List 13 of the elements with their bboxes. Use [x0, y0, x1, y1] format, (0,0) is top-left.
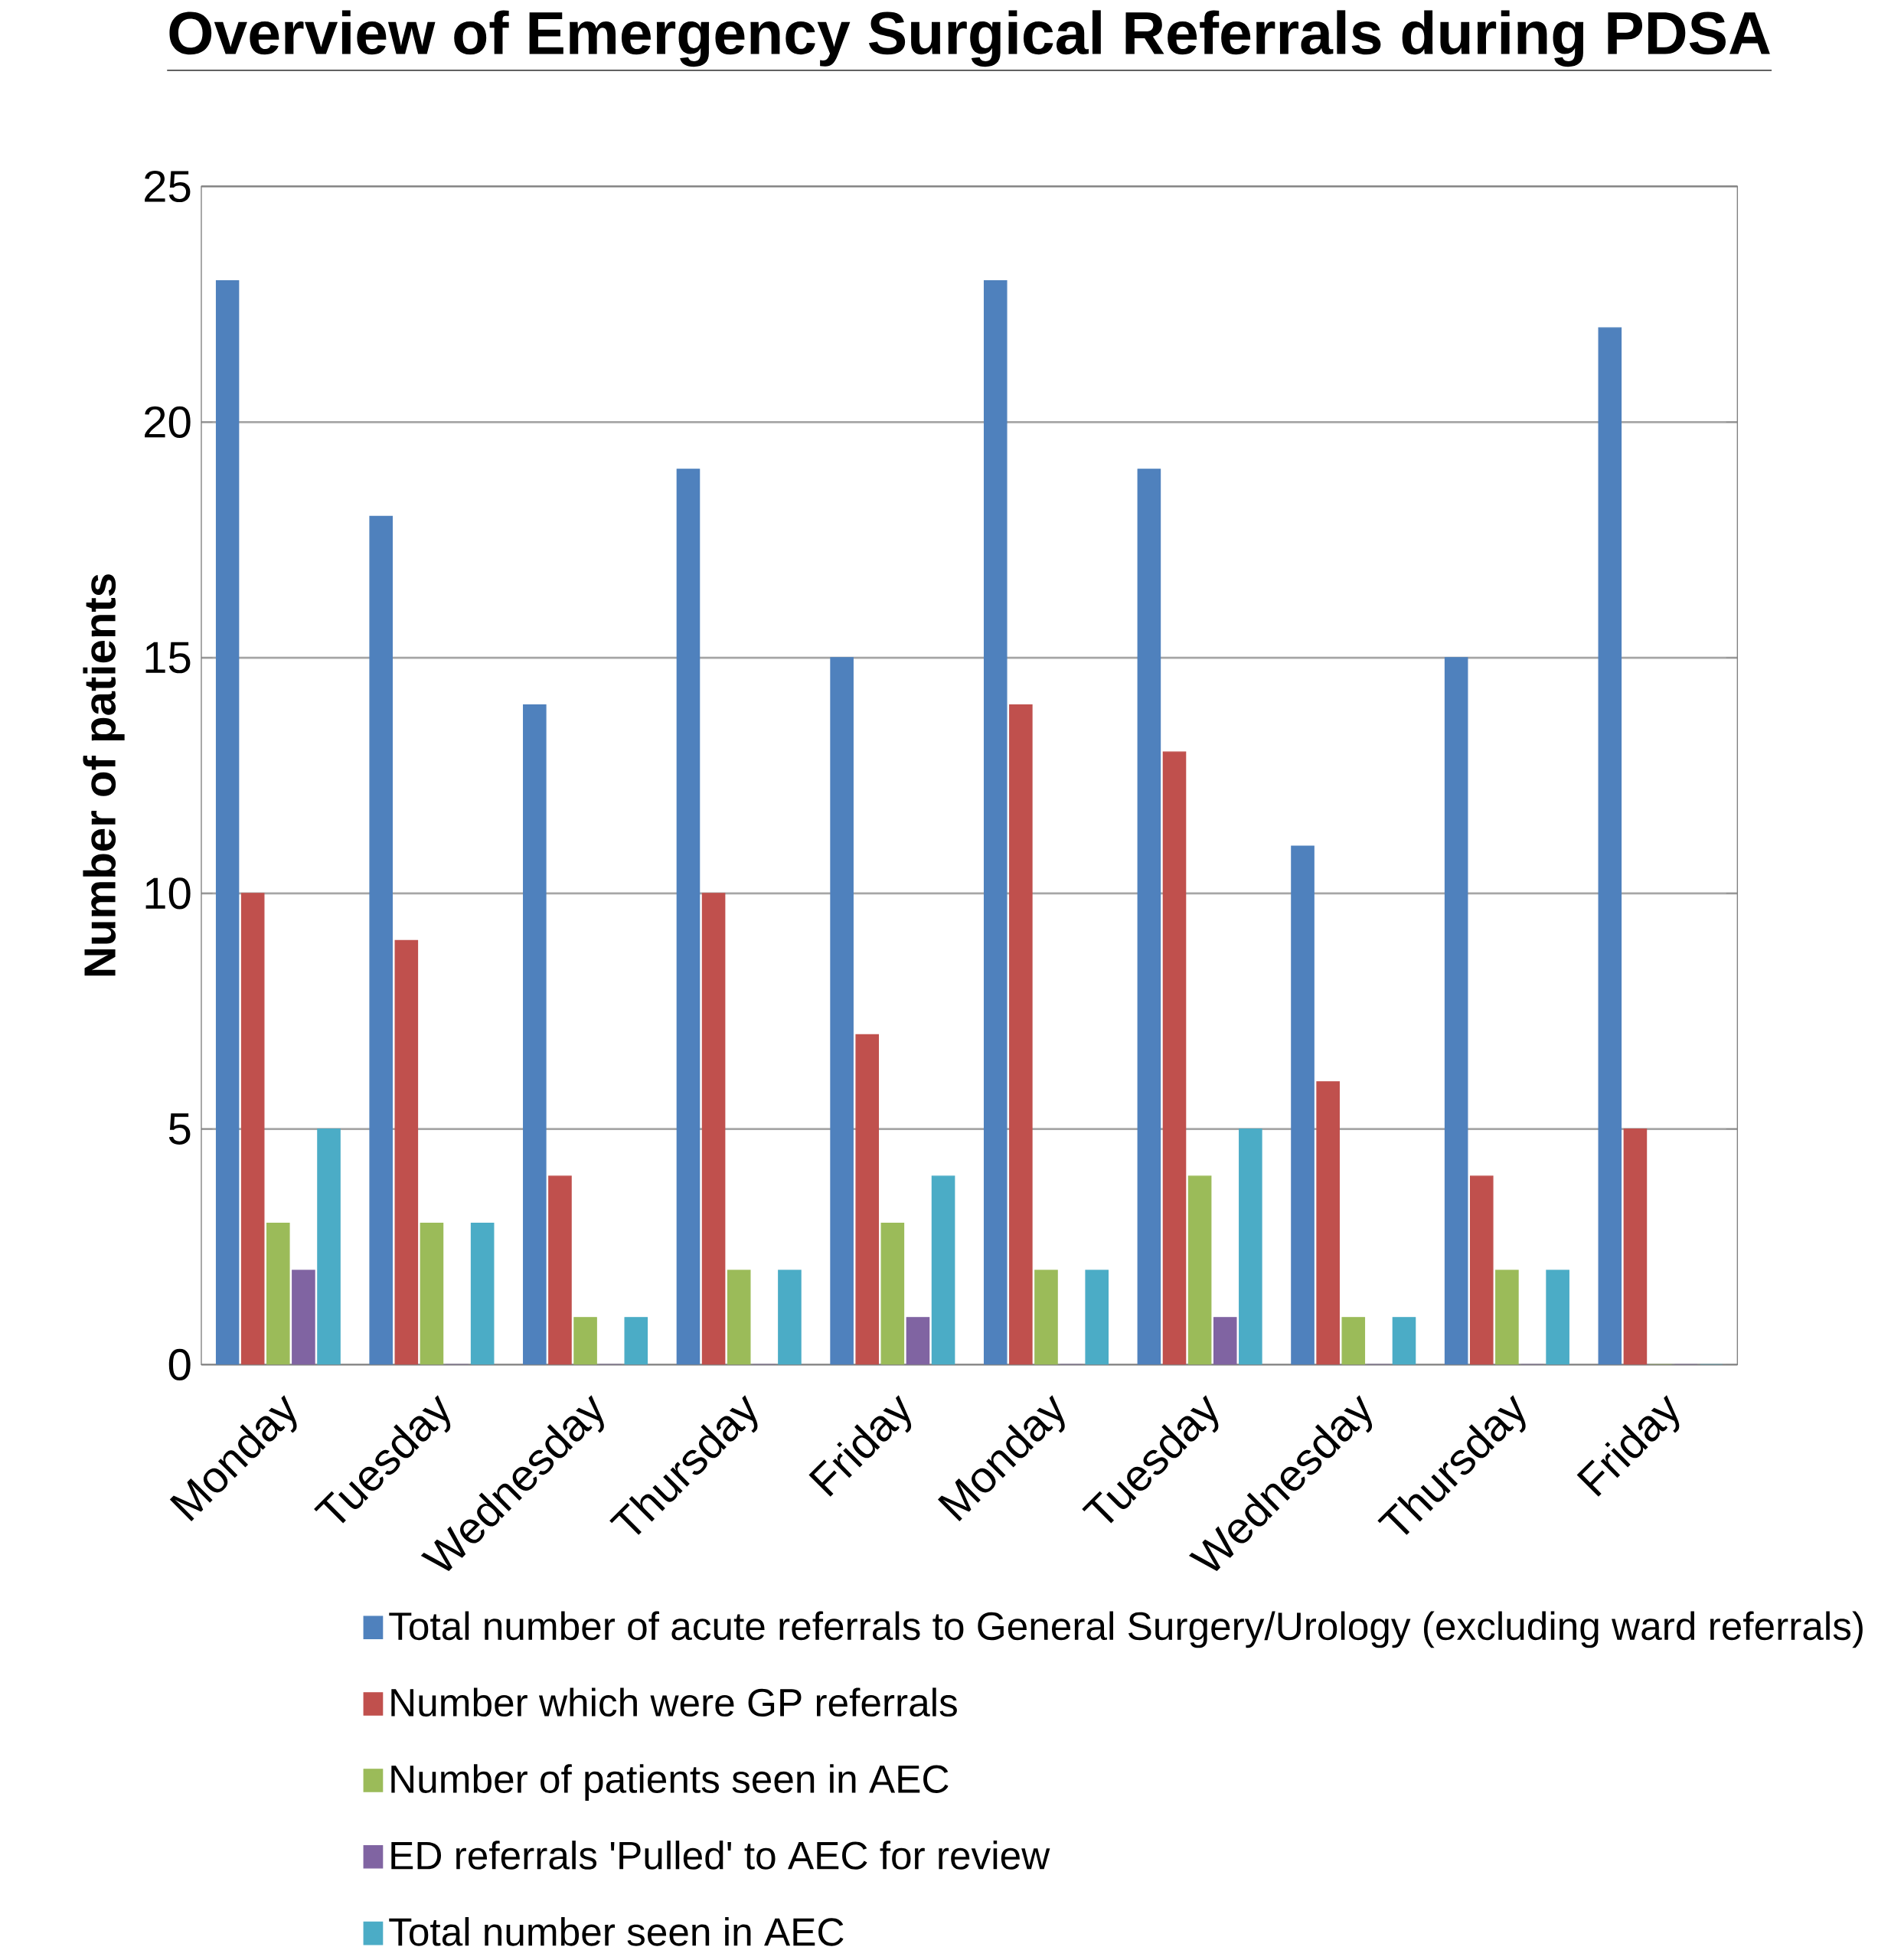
legend-label: Number of patients seen in AEC — [391, 1764, 949, 1802]
legend-label: ED referrals 'Pulled' to AEC for review — [391, 1841, 1050, 1870]
legend-label: Total number seen in AEC — [389, 1916, 844, 1946]
chart-title: Overview of Emergency Surgical Referrals during PDSA — [169, 10, 1770, 67]
y-axis-title: Number of patients — [83, 574, 125, 976]
y-tick-label: 25 — [144, 170, 191, 203]
legend-label: Total number of acute referrals to General Surgery/Urology (excluding ward referrals) — [389, 1611, 1863, 1648]
legend-label: Number which were GP referrals — [391, 1687, 957, 1717]
y-tick-label: 0 — [168, 1348, 191, 1380]
y-tick-label: 20 — [144, 406, 191, 438]
y-tick-label: 5 — [168, 1113, 191, 1145]
y-tick-label: 10 — [145, 877, 191, 910]
y-tick-label: 15 — [145, 642, 191, 674]
